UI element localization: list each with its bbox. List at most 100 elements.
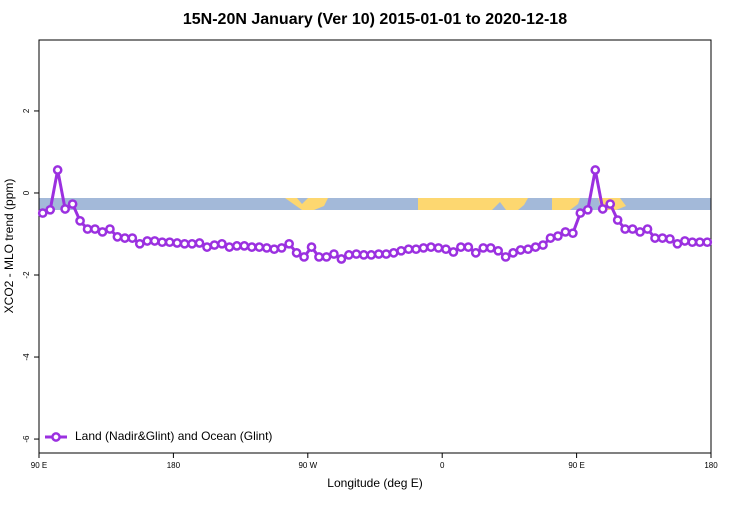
data-point bbox=[261, 243, 272, 253]
data-point bbox=[500, 252, 511, 262]
data-point bbox=[209, 240, 220, 250]
data-point bbox=[597, 204, 608, 214]
data-point bbox=[396, 245, 406, 256]
data-point bbox=[523, 244, 533, 255]
data-point bbox=[269, 244, 280, 255]
data-point bbox=[545, 233, 556, 243]
data-point bbox=[411, 244, 421, 255]
legend: Land (Nadir&Glint) and Ocean (Glint) bbox=[45, 429, 272, 443]
data-point bbox=[344, 250, 354, 260]
data-point bbox=[299, 252, 309, 262]
data-point bbox=[687, 237, 698, 248]
data-point bbox=[276, 243, 287, 253]
data-point bbox=[179, 238, 190, 249]
data-point bbox=[232, 241, 242, 251]
data-point bbox=[314, 252, 324, 262]
data-point bbox=[650, 233, 660, 243]
data-point bbox=[202, 242, 212, 252]
land bbox=[552, 198, 580, 210]
y-tick-label: 0 bbox=[22, 190, 31, 195]
data-point bbox=[366, 250, 377, 260]
data-point bbox=[403, 244, 414, 255]
data-point bbox=[694, 237, 705, 248]
data-point bbox=[172, 238, 182, 248]
data-point bbox=[67, 199, 78, 209]
chart-title: 15N-20N January (Ver 10) 2015-01-01 to 2… bbox=[183, 11, 567, 28]
data-point bbox=[448, 247, 459, 257]
data-point bbox=[388, 248, 399, 258]
data-point bbox=[635, 227, 645, 237]
y-tick-label: -4 bbox=[22, 353, 31, 361]
x-tick-label: 0 bbox=[440, 461, 445, 470]
data-point bbox=[351, 249, 362, 259]
data-point bbox=[485, 243, 496, 253]
data-point bbox=[463, 242, 474, 252]
data-point bbox=[590, 165, 601, 175]
x-axis-label: Longitude (deg E) bbox=[327, 476, 422, 490]
x-tick-label: 90 E bbox=[568, 461, 584, 470]
data-point bbox=[456, 242, 466, 252]
data-point bbox=[553, 231, 563, 241]
data-point bbox=[530, 242, 541, 252]
data-point bbox=[164, 237, 175, 248]
x-tick-label: 90 W bbox=[298, 461, 317, 470]
data-point bbox=[60, 204, 70, 214]
land-ocean-strip bbox=[39, 198, 711, 210]
data-point bbox=[187, 238, 197, 249]
data-point bbox=[82, 224, 93, 234]
ocean bbox=[39, 198, 711, 210]
data-point bbox=[112, 232, 123, 242]
data-point bbox=[217, 238, 227, 249]
data-point bbox=[381, 249, 392, 259]
data-point bbox=[306, 242, 317, 252]
data-point bbox=[568, 228, 578, 239]
data-point bbox=[538, 240, 548, 250]
data-point bbox=[97, 227, 108, 237]
data-point bbox=[642, 224, 653, 234]
data-point bbox=[612, 215, 623, 225]
data-point bbox=[582, 204, 593, 215]
data-point bbox=[75, 216, 85, 226]
data-point bbox=[515, 245, 526, 255]
data-point bbox=[291, 248, 302, 258]
data-point bbox=[441, 244, 451, 255]
data-point bbox=[120, 233, 130, 243]
y-axis-label: XCO2 - MLO trend (ppm) bbox=[2, 179, 16, 314]
data-point bbox=[134, 238, 145, 249]
plot-frame bbox=[38, 39, 712, 454]
data-point bbox=[52, 165, 63, 175]
y-tick-label: -6 bbox=[22, 435, 31, 443]
data-point bbox=[493, 245, 504, 256]
data-point bbox=[672, 238, 683, 249]
data-point bbox=[665, 234, 675, 244]
x-tick-label: 90 E bbox=[31, 461, 47, 470]
data-point bbox=[426, 242, 436, 252]
data-point bbox=[45, 204, 56, 215]
y-tick-label: -2 bbox=[22, 271, 31, 279]
data-point bbox=[246, 242, 257, 252]
data-point bbox=[149, 236, 160, 246]
data-point bbox=[37, 208, 48, 218]
data-point bbox=[105, 224, 115, 234]
data-point bbox=[620, 224, 630, 234]
data-point bbox=[127, 233, 138, 243]
data-point bbox=[418, 243, 429, 253]
data-point bbox=[224, 242, 235, 252]
data-point bbox=[508, 248, 518, 258]
data-point bbox=[254, 242, 265, 252]
data-point bbox=[321, 252, 332, 262]
data-point bbox=[470, 248, 481, 258]
data-point bbox=[358, 250, 369, 260]
data-point bbox=[239, 241, 250, 251]
legend-label: Land (Nadir&Glint) and Ocean (Glint) bbox=[75, 429, 272, 443]
data-point bbox=[194, 238, 205, 248]
data-point bbox=[560, 227, 571, 237]
data-point bbox=[157, 237, 168, 248]
data-point bbox=[336, 254, 347, 264]
y-tick-label: 2 bbox=[22, 108, 31, 113]
data-point bbox=[373, 249, 384, 259]
data-point bbox=[605, 199, 616, 209]
x-tick-label: 180 bbox=[704, 461, 718, 470]
